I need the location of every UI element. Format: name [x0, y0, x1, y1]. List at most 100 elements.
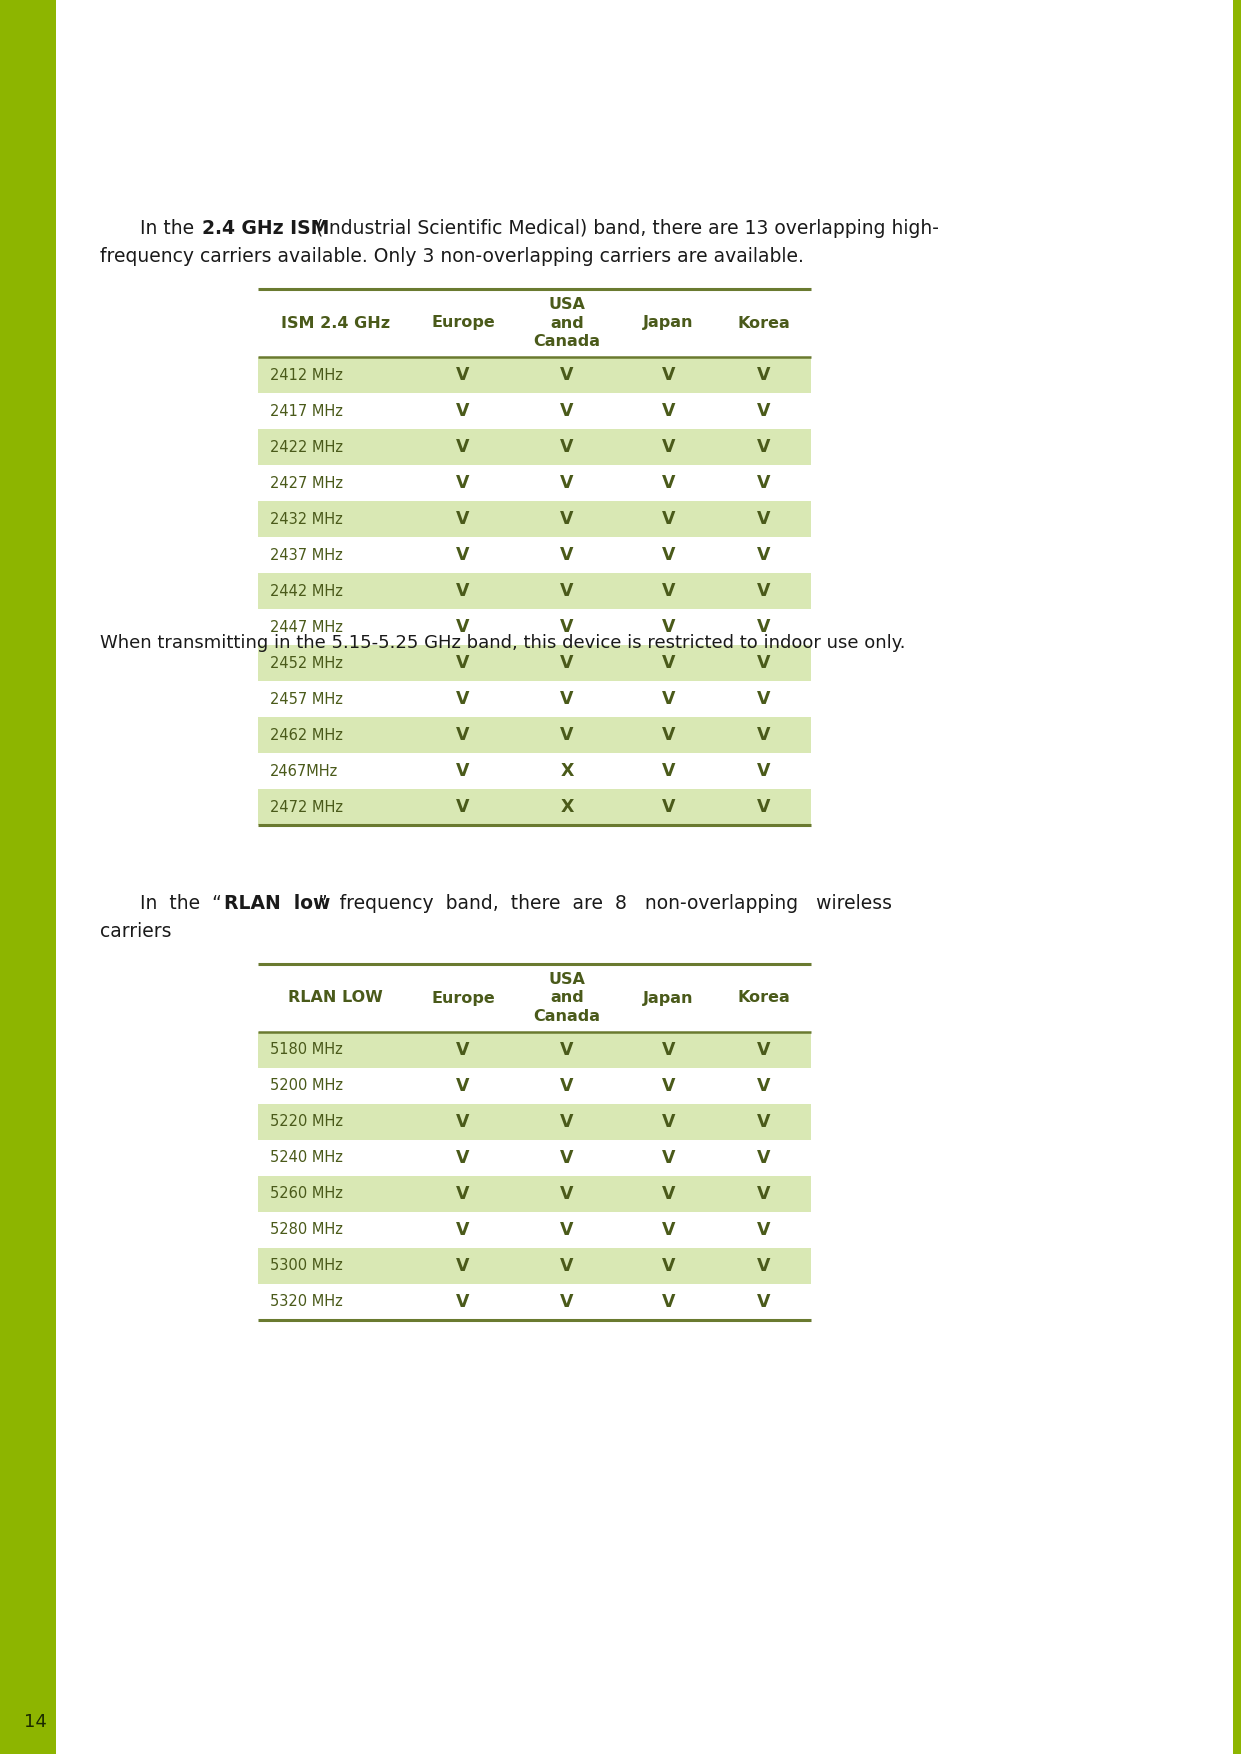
Text: 5220 MHz: 5220 MHz — [271, 1114, 343, 1130]
Text: V: V — [661, 654, 675, 672]
Bar — [258, 1249, 812, 1284]
Text: V: V — [661, 617, 675, 637]
Bar — [258, 965, 812, 1031]
Text: carriers: carriers — [101, 923, 171, 940]
Text: 14: 14 — [24, 1714, 47, 1731]
Text: V: V — [560, 1221, 573, 1238]
Text: 2442 MHz: 2442 MHz — [271, 584, 343, 598]
Text: V: V — [560, 545, 573, 565]
Text: V: V — [757, 1042, 771, 1059]
Text: In  the  “: In the “ — [140, 895, 222, 914]
Text: V: V — [661, 474, 675, 493]
Text: In the: In the — [140, 219, 200, 239]
Bar — [258, 1031, 812, 1068]
Text: 2.4 GHz ISM: 2.4 GHz ISM — [202, 219, 329, 239]
Text: V: V — [757, 1221, 771, 1238]
Text: V: V — [457, 761, 470, 781]
Text: V: V — [560, 689, 573, 709]
Text: 2427 MHz: 2427 MHz — [271, 475, 343, 491]
Text: X: X — [561, 798, 573, 816]
Text: V: V — [661, 582, 675, 600]
Text: V: V — [757, 689, 771, 709]
Text: Japan: Japan — [643, 991, 694, 1005]
Text: 2422 MHz: 2422 MHz — [271, 440, 343, 454]
Text: 2457 MHz: 2457 MHz — [271, 691, 343, 707]
Text: V: V — [560, 438, 573, 456]
Bar — [258, 1068, 812, 1103]
Bar — [258, 752, 812, 789]
Bar — [258, 789, 812, 824]
Text: 5200 MHz: 5200 MHz — [271, 1079, 343, 1093]
Text: V: V — [457, 1293, 470, 1310]
Text: V: V — [560, 1293, 573, 1310]
Text: V: V — [457, 402, 470, 419]
Text: V: V — [661, 545, 675, 565]
Text: V: V — [757, 617, 771, 637]
Text: V: V — [560, 582, 573, 600]
Text: V: V — [661, 1293, 675, 1310]
Bar — [258, 537, 812, 574]
Text: V: V — [560, 1149, 573, 1166]
Bar — [258, 717, 812, 752]
Bar — [258, 1284, 812, 1321]
Text: V: V — [560, 1077, 573, 1094]
Text: V: V — [457, 617, 470, 637]
Text: V: V — [457, 689, 470, 709]
Text: V: V — [757, 1114, 771, 1131]
Text: V: V — [560, 617, 573, 637]
Text: V: V — [757, 1186, 771, 1203]
Text: V: V — [661, 689, 675, 709]
Bar — [258, 681, 812, 717]
Bar — [258, 358, 812, 393]
Bar — [258, 574, 812, 609]
Text: V: V — [757, 1149, 771, 1166]
Text: 2472 MHz: 2472 MHz — [271, 800, 343, 814]
Text: V: V — [661, 761, 675, 781]
Text: V: V — [457, 798, 470, 816]
Text: V: V — [757, 367, 771, 384]
Text: V: V — [560, 510, 573, 528]
Text: Korea: Korea — [737, 991, 789, 1005]
Bar — [258, 289, 812, 358]
Text: 5320 MHz: 5320 MHz — [271, 1294, 343, 1310]
Text: V: V — [757, 1258, 771, 1275]
Text: 5260 MHz: 5260 MHz — [271, 1186, 343, 1201]
Text: V: V — [457, 1186, 470, 1203]
Text: X: X — [561, 761, 573, 781]
Text: V: V — [661, 1114, 675, 1131]
Text: V: V — [661, 1042, 675, 1059]
Text: V: V — [560, 474, 573, 493]
Text: V: V — [457, 1149, 470, 1166]
Text: V: V — [757, 582, 771, 600]
Text: V: V — [457, 1042, 470, 1059]
Text: V: V — [457, 474, 470, 493]
Text: V: V — [757, 761, 771, 781]
Text: V: V — [661, 1077, 675, 1094]
Text: Korea: Korea — [737, 316, 789, 330]
Bar — [258, 1103, 812, 1140]
Text: 2452 MHz: 2452 MHz — [271, 656, 343, 670]
Bar — [1234, 0, 1241, 1754]
Text: 5300 MHz: 5300 MHz — [271, 1259, 343, 1273]
Text: Europe: Europe — [431, 991, 495, 1005]
Text: V: V — [560, 1042, 573, 1059]
Bar — [258, 1140, 812, 1175]
Text: V: V — [457, 510, 470, 528]
Text: V: V — [661, 1149, 675, 1166]
Text: V: V — [661, 367, 675, 384]
Text: USA
and
Canada: USA and Canada — [534, 972, 601, 1024]
Text: (Industrial Scientific Medical) band, there are 13 overlapping high-: (Industrial Scientific Medical) band, th… — [310, 219, 939, 239]
Bar — [258, 502, 812, 537]
Bar — [258, 1175, 812, 1212]
Bar — [258, 465, 812, 502]
Text: 5240 MHz: 5240 MHz — [271, 1151, 343, 1165]
Text: V: V — [661, 1221, 675, 1238]
Text: When transmitting in the 5.15-5.25 GHz band, this device is restricted to indoor: When transmitting in the 5.15-5.25 GHz b… — [101, 633, 906, 652]
Text: USA
and
Canada: USA and Canada — [534, 296, 601, 349]
Text: V: V — [560, 1186, 573, 1203]
Text: V: V — [661, 402, 675, 419]
Text: ISM 2.4 GHz: ISM 2.4 GHz — [280, 316, 390, 330]
Text: RLAN LOW: RLAN LOW — [288, 991, 383, 1005]
Text: V: V — [661, 1258, 675, 1275]
Text: V: V — [560, 1114, 573, 1131]
